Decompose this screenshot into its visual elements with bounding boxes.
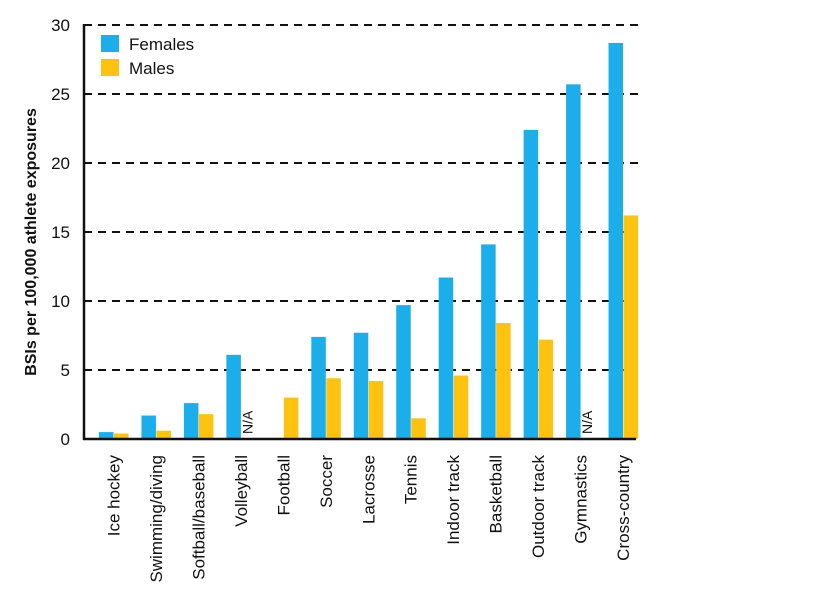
bar-males-softball-baseball [198, 414, 214, 439]
na-labels: N/A N/A [239, 410, 595, 434]
bar-males-basketball [496, 323, 511, 439]
x-tick-label: Indoor track [444, 455, 463, 545]
x-tick-label: Tennis [402, 455, 421, 504]
bar-females-basketball [481, 244, 496, 439]
y-tick-label: 20 [51, 154, 70, 173]
bar-males-swimming-diving [156, 430, 171, 439]
x-tick-label: Football [274, 455, 293, 515]
bar-males-ice-hockey [114, 433, 129, 439]
na-label: N/A [579, 410, 595, 434]
bar-males-soccer [326, 378, 341, 439]
x-tick-label: Volleyball [232, 455, 251, 527]
x-tick-label: Swimming/diving [147, 455, 166, 583]
y-tick-labels: 0 5 10 15 20 25 30 [51, 16, 70, 449]
bar-females-indoor-track [438, 277, 454, 439]
bar-females-soccer [311, 336, 326, 439]
na-label: N/A [239, 410, 255, 434]
x-tick-label: Gymnastics [572, 455, 591, 544]
bar-females-gymnastics [566, 84, 581, 439]
bar-females-swimming-diving [141, 415, 156, 439]
bar-females-softball-baseball [183, 403, 199, 439]
x-tick-labels: Ice hockey Swimming/diving Softball/baseba… [105, 455, 634, 583]
y-axis-title: BSIs per 100,000 athlete exposures [23, 108, 40, 376]
bar-females-cross-country [608, 42, 624, 439]
legend-label-males: Males [129, 59, 174, 78]
bar-females-ice-hockey [99, 432, 114, 439]
bar-females-tennis [396, 305, 411, 439]
x-tick-label: Outdoor track [529, 455, 548, 558]
legend: Females Males [101, 35, 194, 78]
x-tick-label: Cross-country [614, 455, 633, 561]
x-tick-label: Soccer [317, 455, 336, 508]
x-tick-label: Softball/baseball [189, 455, 208, 580]
bar-females-volleyball [226, 354, 241, 439]
x-tick-label: Lacrosse [359, 455, 378, 524]
legend-label-females: Females [129, 35, 194, 54]
bar-males-lacrosse [368, 381, 384, 439]
y-tick-label: 0 [61, 430, 70, 449]
y-tick-label: 10 [51, 292, 70, 311]
bar-males-cross-country [623, 215, 639, 439]
x-tick-label: Ice hockey [105, 455, 124, 537]
bar-males-indoor-track [453, 375, 469, 439]
bar-females-outdoor-track [523, 129, 539, 439]
legend-swatch-males [101, 59, 119, 76]
bar-males-tennis [411, 418, 426, 439]
bars [99, 42, 639, 439]
y-tick-label: 5 [61, 361, 70, 380]
x-tick-label: Basketball [487, 455, 506, 533]
y-tick-label: 15 [51, 223, 70, 242]
y-tick-label: 25 [51, 85, 70, 104]
axes [82, 24, 636, 441]
y-tick-label: 30 [51, 16, 70, 35]
bar-females-lacrosse [353, 332, 369, 439]
legend-swatch-females [101, 35, 119, 52]
bar-males-outdoor-track [538, 339, 554, 439]
bar-males-football [283, 397, 299, 439]
